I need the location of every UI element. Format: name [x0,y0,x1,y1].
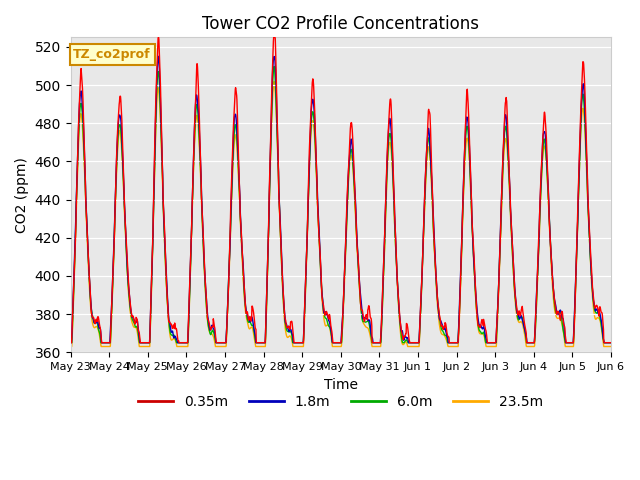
Text: TZ_co2prof: TZ_co2prof [74,48,151,61]
Title: Tower CO2 Profile Concentrations: Tower CO2 Profile Concentrations [202,15,479,33]
X-axis label: Time: Time [324,377,358,392]
Legend: 0.35m, 1.8m, 6.0m, 23.5m: 0.35m, 1.8m, 6.0m, 23.5m [132,389,549,415]
Y-axis label: CO2 (ppm): CO2 (ppm) [15,157,29,233]
